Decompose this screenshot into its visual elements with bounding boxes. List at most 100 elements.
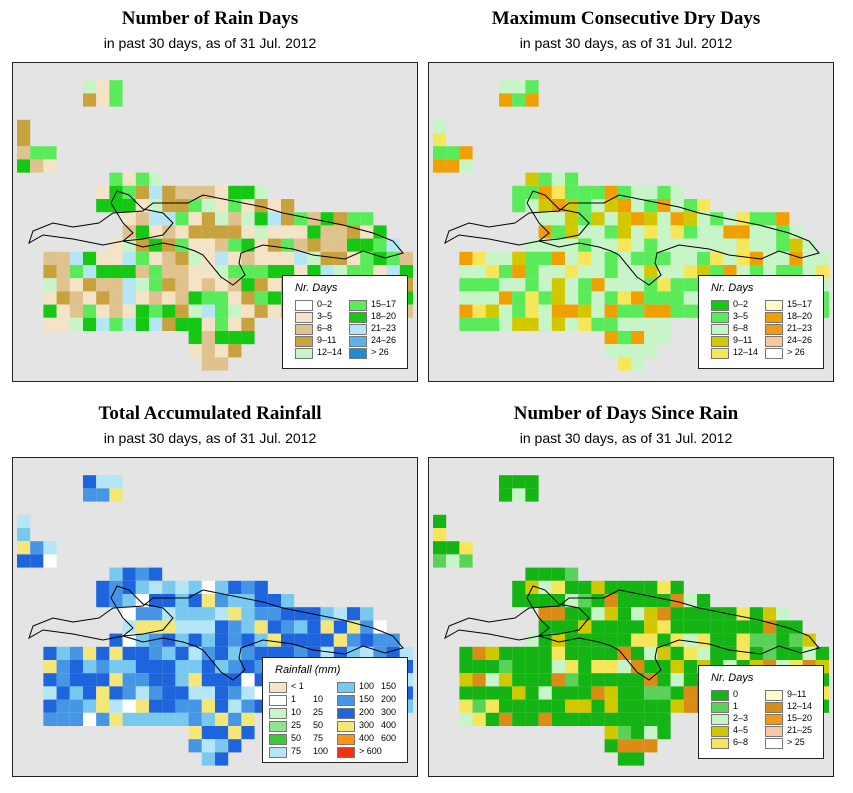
coastline <box>110 190 174 242</box>
grid-cell <box>135 304 149 318</box>
legend-label-upper: 400 <box>381 720 397 730</box>
grid-cell <box>604 686 618 700</box>
grid-cell <box>135 673 149 687</box>
grid-cell <box>670 265 684 279</box>
coastline <box>526 585 590 637</box>
grid-cell <box>43 541 57 555</box>
grid-cell <box>201 331 215 345</box>
grid-cell <box>551 304 565 318</box>
grid-cell <box>538 686 552 700</box>
grid-cell <box>307 265 321 279</box>
legend-label: 0–2 <box>733 299 749 309</box>
grid-cell <box>188 199 202 213</box>
grid-cell <box>763 607 777 621</box>
grid-cell <box>446 159 460 173</box>
coastline <box>28 589 404 681</box>
grid-cell <box>215 726 229 740</box>
grid-cell <box>485 646 499 660</box>
grid-cell <box>472 251 486 265</box>
grid-cell <box>565 646 579 660</box>
grid-cell <box>267 304 281 318</box>
grid-cell <box>122 185 136 199</box>
grid-cell <box>657 699 671 713</box>
grid-cell <box>175 660 189 674</box>
grid-cell <box>175 712 189 726</box>
grid-cell <box>631 344 645 358</box>
grid-cell <box>43 251 57 265</box>
grid-cell <box>459 265 473 279</box>
grid-cell <box>201 620 215 634</box>
grid-cell <box>617 660 631 674</box>
grid-cell <box>109 278 123 292</box>
grid-cell <box>789 265 803 279</box>
legend-swatch <box>765 348 783 359</box>
grid-cell <box>215 238 229 252</box>
grid-cell <box>347 251 361 265</box>
legend-label: 12–14 <box>317 347 343 357</box>
grid-cell <box>499 673 513 687</box>
grid-cell <box>201 344 215 358</box>
grid-cell <box>228 265 242 279</box>
grid-cell <box>644 686 658 700</box>
grid-cell <box>241 686 255 700</box>
grid-cell <box>254 225 268 239</box>
grid-cell <box>188 726 202 740</box>
grid-cell <box>228 673 242 687</box>
grid-cell <box>433 554 447 568</box>
grid-cell <box>644 607 658 621</box>
legend-label-upper: 600 <box>381 733 397 743</box>
legend-swatch <box>269 708 287 719</box>
grid-cell <box>789 238 803 252</box>
grid-cell <box>617 251 631 265</box>
grid-cell <box>631 331 645 345</box>
grid-cell <box>149 212 163 226</box>
grid-cell <box>149 238 163 252</box>
grid-cell <box>333 225 347 239</box>
grid-cell <box>43 712 57 726</box>
grid-cell <box>538 580 552 594</box>
legend-swatch <box>269 721 287 732</box>
legend-swatch <box>711 312 729 323</box>
grid-cell <box>644 673 658 687</box>
grid-cell <box>433 119 447 133</box>
legend-label: 100 <box>359 681 375 691</box>
grid-cell <box>215 699 229 713</box>
grid-cell <box>565 278 579 292</box>
legend-swatch <box>711 348 729 359</box>
grid-cell <box>267 238 281 252</box>
grid-cell <box>604 331 618 345</box>
grid-cell <box>644 185 658 199</box>
grid-cell <box>149 291 163 305</box>
grid-cell <box>525 251 539 265</box>
grid-cell <box>122 673 136 687</box>
grid-cell <box>83 304 97 318</box>
grid-cell <box>485 699 499 713</box>
grid-cell <box>499 317 513 331</box>
grid-cell <box>525 699 539 713</box>
grid-cell <box>109 304 123 318</box>
grid-cell <box>591 673 605 687</box>
grid-cell <box>149 633 163 647</box>
grid-cell <box>241 199 255 213</box>
grid-cell <box>43 159 57 173</box>
grid-cell <box>631 580 645 594</box>
grid-cell <box>373 633 387 647</box>
grid-cell <box>254 251 268 265</box>
grid-cell <box>723 620 737 634</box>
grid-cell <box>631 278 645 292</box>
grid-cell <box>162 633 176 647</box>
grid-cell <box>591 291 605 305</box>
grid-cell <box>433 541 447 555</box>
grid-cell <box>135 172 149 186</box>
grid-cell <box>201 726 215 740</box>
grid-cell <box>201 712 215 726</box>
grid-cell <box>512 317 526 331</box>
grid-cell <box>604 317 618 331</box>
grid-cell <box>591 594 605 608</box>
grid-cell <box>175 212 189 226</box>
grid-cell <box>604 699 618 713</box>
grid-cell <box>122 646 136 660</box>
grid-cell <box>188 673 202 687</box>
grid-cell <box>188 607 202 621</box>
coastline <box>444 194 820 286</box>
